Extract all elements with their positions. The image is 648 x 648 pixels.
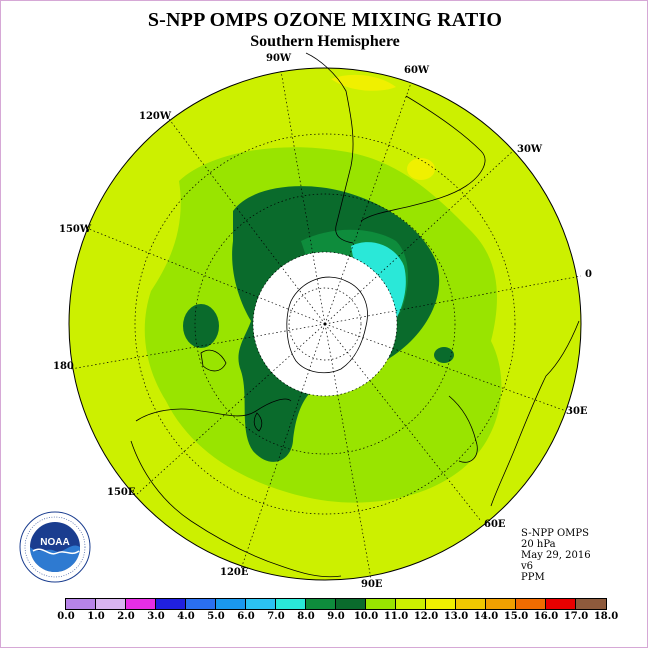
meridian-150w xyxy=(88,228,326,325)
colorbar-tick-label: 9.0 xyxy=(327,611,345,622)
colorbar-tick-label: 3.0 xyxy=(147,611,165,622)
noaa-logo: NOAA xyxy=(19,511,91,583)
field-9-10-blob xyxy=(183,304,219,348)
africa-coast xyxy=(490,320,580,507)
colorbar-tick-label: 1.0 xyxy=(87,611,105,622)
lat-circle-inner xyxy=(252,251,398,397)
lon-label-30w: 30W xyxy=(517,144,543,155)
tasmania xyxy=(253,412,263,432)
colorbar-tick-label: 7.0 xyxy=(267,611,285,622)
colorbar-ticks: 0.0 1.0 2.0 3.0 4.0 5.0 6.0 7.0 8.0 9.0 10.0 11.0 12… xyxy=(1,611,647,625)
info-units: PPM xyxy=(521,572,545,583)
lon-label-90w: 90W xyxy=(266,53,292,64)
lon-label-120e: 120E xyxy=(220,567,249,578)
colorbar-swatch-16 xyxy=(546,599,576,609)
meridian-150e xyxy=(134,323,326,497)
field-12-13-spot xyxy=(407,158,435,180)
lon-label-60e: 60E xyxy=(484,519,506,530)
meridian-30e xyxy=(324,323,567,412)
noaa-logo-text: NOAA xyxy=(40,537,69,548)
madagascar xyxy=(448,395,478,463)
colorbar-swatch-4 xyxy=(186,599,216,609)
colorbar-swatch-3 xyxy=(156,599,186,609)
info-date: May 29, 2016 xyxy=(521,550,591,561)
colorbar-swatch-6 xyxy=(246,599,276,609)
south-america-east-coast xyxy=(360,95,486,222)
lon-label-30e: 30E xyxy=(566,406,588,417)
colorbar-tick-label: 0.0 xyxy=(57,611,75,622)
map-border xyxy=(68,67,582,581)
colorbar-tick-label: 16.0 xyxy=(533,611,559,622)
colorbar-swatch-10 xyxy=(366,599,396,609)
colorbar-tick-label: 15.0 xyxy=(503,611,529,622)
lon-label-180: 180 xyxy=(53,361,74,372)
australia-south-coast xyxy=(135,398,292,422)
info-instrument: S-NPP OMPS xyxy=(521,528,589,539)
colorbar-swatch-17 xyxy=(576,599,606,609)
colorbar-tick-label: 18.0 xyxy=(593,611,619,622)
lon-label-90e: 90E xyxy=(361,579,383,590)
colorbar-tick-label: 5.0 xyxy=(207,611,225,622)
lon-label-120w: 120W xyxy=(139,111,172,122)
map-title: S-NPP OMPS OZONE MIXING RATIO xyxy=(147,9,503,31)
meridian-120e xyxy=(240,323,326,570)
map-subtitle: Southern Hemisphere xyxy=(250,33,400,50)
colorbar-swatch-14 xyxy=(486,599,516,609)
meridian-0 xyxy=(324,275,582,325)
lat-circle-pole xyxy=(288,287,362,361)
colorbar-swatch-8 xyxy=(306,599,336,609)
lon-label-150w: 150W xyxy=(59,224,92,235)
south-america-west-coast xyxy=(305,52,354,244)
graticule xyxy=(70,70,582,580)
colorbar-swatch-12 xyxy=(426,599,456,609)
colorbar-swatch-9 xyxy=(336,599,366,609)
colorbar xyxy=(65,598,607,610)
lon-label-150e: 150E xyxy=(107,487,136,498)
colorbar-swatch-7 xyxy=(276,599,306,609)
info-pressure: 20 hPa xyxy=(521,539,556,550)
colorbar-tick-label: 10.0 xyxy=(353,611,379,622)
colorbar-swatch-11 xyxy=(396,599,426,609)
new-zealand xyxy=(200,349,227,372)
meridian-180 xyxy=(70,323,326,370)
colorbar-swatch-5 xyxy=(216,599,246,609)
colorbar-tick-label: 6.0 xyxy=(237,611,255,622)
colorbar-swatch-13 xyxy=(456,599,486,609)
colorbar-tick-label: 4.0 xyxy=(177,611,195,622)
south-pole-marker xyxy=(323,322,327,326)
meridian-120w xyxy=(168,118,326,325)
colorbar-tick-label: 14.0 xyxy=(473,611,499,622)
colorbar-swatch-1 xyxy=(96,599,126,609)
info-version: v6 xyxy=(521,561,534,572)
colorbar-tick-label: 2.0 xyxy=(117,611,135,622)
coastlines xyxy=(130,52,580,578)
field-9-10-small xyxy=(434,347,454,363)
meridian-60w xyxy=(324,82,412,325)
colorbar-tick-label: 8.0 xyxy=(297,611,315,622)
meridian-60e xyxy=(324,323,482,522)
colorbar-swatch-15 xyxy=(516,599,546,609)
colorbar-tick-label: 11.0 xyxy=(383,611,409,622)
meridian-90w xyxy=(280,70,326,325)
colorbar-tick-label: 17.0 xyxy=(563,611,589,622)
colorbar-swatch-0 xyxy=(66,599,96,609)
info-block: S-NPP OMPS 20 hPa May 29, 2016 v6 PPM xyxy=(521,528,591,583)
australia-west-coast xyxy=(130,440,342,578)
lat-circle-mid xyxy=(194,193,456,455)
colorbar-swatch-2 xyxy=(126,599,156,609)
lon-label-60w: 60W xyxy=(404,65,430,76)
colorbar-tick-label: 13.0 xyxy=(443,611,469,622)
lat-circle-outer xyxy=(134,133,516,515)
field-12-13-north xyxy=(331,74,396,91)
meridian-30w xyxy=(324,150,514,325)
colorbar-tick-label: 12.0 xyxy=(413,611,439,622)
lon-label-0: 0 xyxy=(585,269,592,280)
